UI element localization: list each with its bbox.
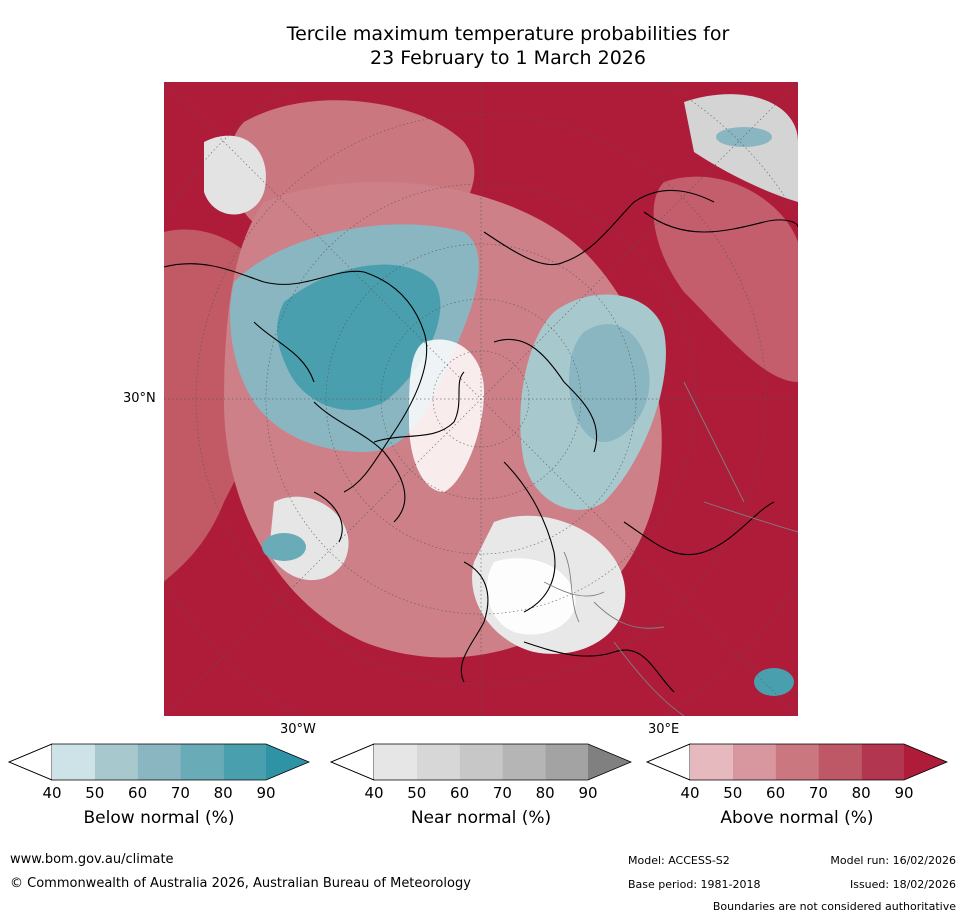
colorbar-near-tick-label: 50 — [407, 784, 427, 802]
colorbar-below-tick-label: 90 — [256, 784, 276, 802]
colorbar-below-segment — [180, 744, 224, 780]
longitude-label-30w: 30°W — [280, 722, 316, 737]
colorbar-above-tick-label: 80 — [851, 784, 871, 802]
colorbar-below-min-extension — [8, 743, 53, 781]
colorbar-below-tick-label: 60 — [128, 784, 148, 802]
colorbar-above-normal — [646, 743, 948, 781]
colorbar-below-outline — [8, 743, 310, 781]
colorbar-below-segment — [52, 744, 95, 780]
colorbar-near-segment — [502, 744, 546, 780]
near-normal-region-northwest — [204, 135, 266, 215]
colorbar-above-segment — [775, 744, 819, 780]
colorbar-ticks-below: 40 50 60 70 80 90 — [8, 784, 310, 804]
colorbar-near-tick-label: 80 — [535, 784, 555, 802]
footer-url: www.bom.gov.au/climate — [10, 852, 174, 867]
colorbar-near-max-extension — [588, 744, 631, 780]
colorbar-near-tick-label: 40 — [364, 784, 384, 802]
colorbar-above-outline — [646, 743, 948, 781]
footer-copyright: © Commonwealth of Australia 2026, Austra… — [10, 876, 471, 891]
colorbar-below-max-extension — [266, 744, 309, 780]
colorbar-above-segment — [861, 744, 904, 780]
below-normal-patch-pacific — [262, 533, 306, 561]
footer-base-period: Base period: 1981-2018 — [628, 878, 761, 891]
colorbar-below-tick-label: 70 — [170, 784, 190, 802]
coastlines — [164, 189, 798, 693]
colorbar-near-outline — [330, 743, 632, 781]
country-borders — [543, 381, 798, 716]
colorbar-above-tick-label: 50 — [723, 784, 743, 802]
colorbar-near-normal — [330, 743, 632, 781]
colorbar-ticks-near: 40 50 60 70 80 90 — [330, 784, 632, 804]
title-line-1: Tercile maximum temperature probabilitie… — [286, 23, 730, 45]
colorbar-near-tick-label: 90 — [578, 784, 598, 802]
colorbar-above-segment — [818, 744, 862, 780]
colorbar-title-near: Near normal (%) — [410, 808, 552, 828]
below-normal-patch-arctic-east — [716, 127, 772, 147]
colorbar-near-segment — [459, 744, 503, 780]
colorbar-above-min-extension — [646, 743, 691, 781]
latitude-label-30n: 30°N — [123, 391, 156, 406]
colorbar-ticks-above: 40 50 60 70 80 90 — [646, 784, 948, 804]
longitude-label-30e: 30°E — [648, 722, 680, 737]
colorbar-near-tick-label: 70 — [492, 784, 512, 802]
colorbar-below-tick-label: 50 — [85, 784, 105, 802]
colorbar-below-tick-label: 80 — [213, 784, 233, 802]
colorbar-near-min-extension — [330, 743, 375, 781]
colorbar-title-above: Above normal (%) — [720, 808, 874, 828]
footer-disclaimer: Boundaries are not considered authoritat… — [712, 900, 956, 913]
below-normal-core-siberia — [569, 324, 650, 442]
above-normal-region-east — [653, 176, 798, 382]
map-title: Tercile maximum temperature probabilitie… — [163, 22, 853, 70]
colorbar-above-tick-label: 40 — [680, 784, 700, 802]
colorbar-above-tick-label: 70 — [808, 784, 828, 802]
colorbar-near-segment — [416, 744, 460, 780]
low-probability-region-pole — [409, 339, 484, 492]
colorbar-near-segment — [545, 744, 588, 780]
footer-model-run: Model run: 16/02/2026 — [830, 854, 956, 867]
below-normal-core-north-america — [277, 264, 441, 411]
footer-issued: Issued: 18/02/2026 — [849, 878, 956, 891]
colorbar-below-segment — [94, 744, 138, 780]
colorbar-above-segment — [732, 744, 776, 780]
title-line-2: 23 February to 1 March 2026 — [369, 47, 646, 69]
colorbar-below-segment — [137, 744, 181, 780]
probability-map — [164, 82, 798, 716]
colorbar-below-tick-label: 40 — [42, 784, 62, 802]
colorbar-above-tick-label: 60 — [766, 784, 786, 802]
colorbar-near-segment — [374, 744, 417, 780]
colorbar-below-normal — [8, 743, 310, 781]
colorbar-near-tick-label: 60 — [450, 784, 470, 802]
colorbar-above-segment — [690, 744, 733, 780]
footer-model: Model: ACCESS-S2 — [628, 854, 730, 867]
colorbar-above-tick-label: 90 — [894, 784, 914, 802]
colorbar-below-segment — [223, 744, 266, 780]
below-normal-patch-east-asia — [754, 668, 794, 696]
colorbar-title-below: Below normal (%) — [83, 808, 235, 828]
near-normal-region-northeast — [684, 94, 798, 202]
colorbar-above-max-extension — [904, 744, 947, 780]
